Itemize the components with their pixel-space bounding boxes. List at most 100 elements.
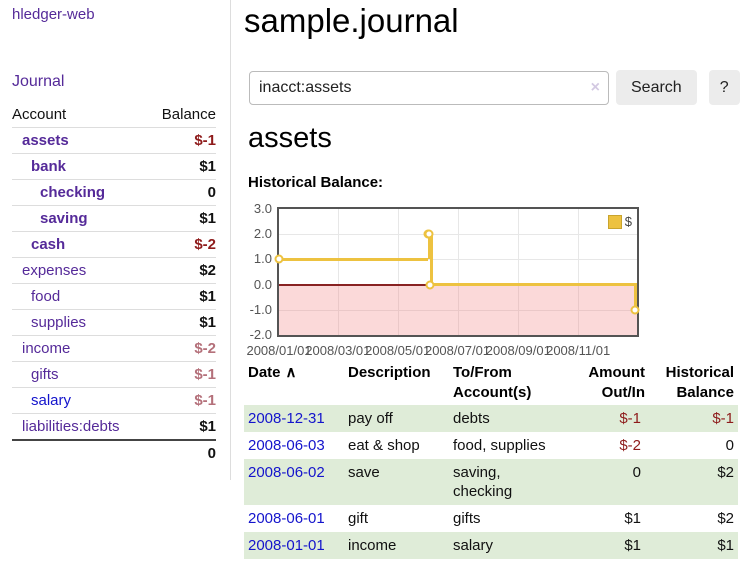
- account-link-checking[interactable]: checking: [40, 184, 106, 201]
- account-row: supplies $1: [12, 309, 216, 336]
- account-row: expenses $2: [12, 257, 216, 284]
- y-axis-tick-label: -1.0: [249, 301, 272, 317]
- register-row: 2008-06-03 eat & shop food, supplies $-2 0: [244, 432, 738, 459]
- account-balance: $-2: [147, 231, 216, 258]
- register-accounts: debts: [453, 410, 490, 427]
- register-amount: $-1: [619, 410, 641, 427]
- account-link-income[interactable]: income: [22, 340, 71, 357]
- account-row: food $1: [12, 283, 216, 310]
- register-date-link[interactable]: 2008-06-03: [248, 437, 325, 454]
- register-row: 2008-06-02 save saving, checking 0 $2: [244, 459, 738, 505]
- legend-swatch-icon: [607, 214, 622, 229]
- account-link-assets[interactable]: assets: [22, 132, 69, 149]
- x-axis-tick-label: 2008/07/01: [424, 343, 491, 358]
- register-table: Date ∧ Description To/From Account(s) Amount…: [244, 361, 738, 559]
- search-bar: × Search ?: [249, 70, 740, 105]
- y-axis-tick-label: 1.0: [253, 251, 272, 267]
- register-accounts: salary: [453, 537, 494, 554]
- register-amount: $1: [624, 537, 641, 554]
- register-date-link[interactable]: 2008-01-01: [248, 537, 325, 554]
- y-axis-tick-label: 2.0: [253, 226, 272, 242]
- account-balance: $-2: [147, 335, 216, 362]
- data-point-marker: [274, 254, 284, 264]
- help-button[interactable]: ?: [708, 70, 740, 105]
- account-heading: assets: [248, 122, 332, 154]
- register-description: income: [348, 537, 397, 554]
- x-axis-tick-label: 2008/05/01: [365, 343, 431, 358]
- register-balance: 0: [725, 437, 734, 454]
- page-title: sample.journal: [244, 2, 459, 39]
- account-balance: $1: [147, 205, 216, 232]
- accounts-total-row: 0: [12, 439, 216, 466]
- accounts-header-account: Account: [12, 104, 148, 128]
- account-row: income $-2: [12, 335, 216, 362]
- register-description: eat & shop: [348, 437, 420, 454]
- account-row: bank $1: [12, 153, 216, 180]
- account-link-supplies[interactable]: supplies: [31, 314, 87, 331]
- register-date-link[interactable]: 2008-06-02: [248, 464, 325, 481]
- account-balance: $1: [147, 153, 216, 180]
- legend-label: $: [624, 214, 632, 229]
- register-row: 2008-12-31 pay off debts $-1 $-1: [244, 405, 738, 432]
- register-balance: $-1: [712, 410, 734, 427]
- accounts-header-balance: Balance: [147, 104, 216, 128]
- chart-legend: $: [607, 214, 632, 229]
- account-balance: $1: [147, 309, 216, 336]
- accounts-table: Account Balance assets $-1 bank $1 checking 0…: [12, 104, 216, 466]
- x-axis-tick-label: 2008/09/01: [485, 343, 551, 358]
- x-axis-tick-label: 2008/03/01: [305, 343, 371, 358]
- account-row: checking 0: [12, 179, 216, 206]
- y-axis-tick-label: 3.0: [253, 201, 272, 216]
- register-balance: $2: [717, 510, 734, 527]
- search-button[interactable]: Search: [616, 70, 697, 105]
- sort-asc-icon: ∧: [285, 364, 297, 381]
- account-row: assets $-1: [12, 127, 216, 154]
- register-date-link[interactable]: 2008-12-31: [248, 410, 325, 427]
- register-accounts: food, supplies: [453, 437, 546, 454]
- register-description: gift: [348, 510, 369, 527]
- account-link-food[interactable]: food: [31, 288, 61, 305]
- y-axis-tick-label: 0.0: [253, 276, 272, 292]
- account-link-salary[interactable]: salary: [31, 392, 72, 409]
- account-link-cash[interactable]: cash: [31, 236, 66, 253]
- data-point-marker: [630, 305, 640, 315]
- x-axis-tick-label: 2008/11/01: [546, 343, 611, 358]
- account-link-bank[interactable]: bank: [31, 158, 67, 175]
- search-input[interactable]: [249, 70, 609, 105]
- historical-balance-chart: $ 3.0 2.0 1.0 0.0 -1.0 -2.0 2008/01/01 2008/03/…: [244, 201, 742, 358]
- account-row: gifts $-1: [12, 361, 216, 388]
- register-header-date[interactable]: Date ∧: [248, 364, 297, 381]
- sidebar-item-journal[interactable]: Journal: [12, 73, 65, 90]
- register-amount: 0: [632, 464, 641, 481]
- register-header-to-from-account-s-: To/From Account(s): [453, 364, 532, 401]
- x-axis-tick-label: 2008/01/01: [246, 343, 312, 358]
- register-date-link[interactable]: 2008-06-01: [248, 510, 325, 527]
- register-row: 2008-01-01 income salary $1 $1: [244, 532, 738, 559]
- register-header-amount-out-in: Amount Out/In: [588, 364, 645, 401]
- register-description: save: [348, 464, 380, 481]
- data-point-marker: [424, 229, 434, 239]
- register-accounts: gifts: [453, 510, 481, 527]
- register-balance: $2: [717, 464, 734, 481]
- brand-link[interactable]: hledger-web: [12, 6, 95, 23]
- account-link-gifts[interactable]: gifts: [31, 366, 59, 383]
- account-balance: 0: [147, 179, 216, 206]
- register-header-historical-balance: Historical Balance: [665, 364, 734, 401]
- account-link-liabilities-debts[interactable]: liabilities:debts: [22, 418, 120, 435]
- account-link-saving[interactable]: saving: [40, 210, 88, 227]
- register-balance: $1: [717, 537, 734, 554]
- accounts-total-value: 0: [147, 439, 216, 466]
- account-balance: $2: [147, 257, 216, 284]
- clear-search-icon[interactable]: ×: [590, 78, 600, 96]
- chart-plot-area: $: [274, 207, 640, 337]
- data-point-marker: [425, 280, 435, 290]
- y-axis-tick-label: -2.0: [249, 327, 272, 342]
- account-balance: $1: [147, 283, 216, 310]
- account-row: cash $-2: [12, 231, 216, 258]
- main-content: sample.journal × Search ? assets Histori…: [244, 0, 742, 582]
- account-link-expenses[interactable]: expenses: [22, 262, 87, 279]
- account-balance: $-1: [147, 387, 216, 414]
- register-amount: $-2: [619, 437, 641, 454]
- search-input-wrap: ×: [249, 70, 609, 105]
